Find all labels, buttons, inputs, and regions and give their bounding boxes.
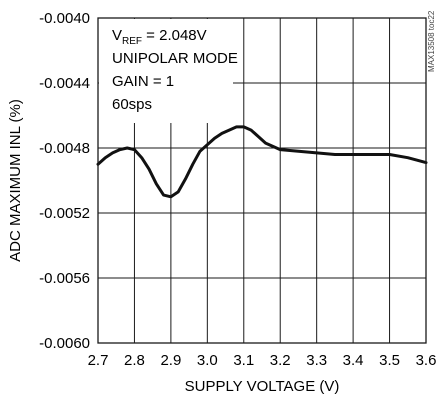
y-tick-label: -0.0040 bbox=[39, 10, 90, 27]
x-tick-label: 3.5 bbox=[379, 352, 400, 369]
annotation-background bbox=[99, 19, 233, 123]
x-tick-labels: 2.7 2.8 2.9 3.0 3.1 3.2 3.3 3.4 3.5 3.6 bbox=[88, 352, 437, 369]
y-tick-label: -0.0056 bbox=[39, 270, 90, 287]
x-tick-label: 3.4 bbox=[343, 352, 364, 369]
x-tick-label: 3.3 bbox=[306, 352, 327, 369]
annotation-line: GAIN = 1 bbox=[112, 73, 174, 90]
y-tick-labels: -0.0040 -0.0044 -0.0048 -0.0052 -0.0056 -0.00… bbox=[39, 10, 90, 352]
x-tick-label: 3.2 bbox=[270, 352, 291, 369]
annotation-box: VREF = 2.048V UNIPOLAR MODE GAIN = 1 60sps bbox=[99, 19, 238, 123]
y-tick-label: -0.0060 bbox=[39, 335, 90, 352]
y-tick-label: -0.0052 bbox=[39, 205, 90, 222]
x-tick-label: 3.0 bbox=[197, 352, 218, 369]
x-tick-label: 3.6 bbox=[416, 352, 437, 369]
figure-id-watermark: MAX13508 toc22 bbox=[427, 10, 436, 72]
x-axis-title: SUPPLY VOLTAGE (V) bbox=[185, 378, 340, 395]
annotation-line: UNIPOLAR MODE bbox=[112, 50, 238, 67]
x-tick-label: 2.9 bbox=[160, 352, 181, 369]
plot-frame bbox=[97, 17, 427, 344]
x-tick-label: 2.8 bbox=[124, 352, 145, 369]
y-axis-title: ADC MAXIMUM INL (%) bbox=[7, 99, 24, 262]
y-tick-label: -0.0048 bbox=[39, 140, 90, 157]
x-tick-label: 3.1 bbox=[233, 352, 254, 369]
annotation-line: 60sps bbox=[112, 96, 152, 113]
y-tick-label: -0.0044 bbox=[39, 75, 90, 92]
x-tick-label: 2.7 bbox=[88, 352, 109, 369]
series-line-inl bbox=[96, 125, 428, 199]
annotation-line: VREF = 2.048V bbox=[112, 27, 207, 47]
